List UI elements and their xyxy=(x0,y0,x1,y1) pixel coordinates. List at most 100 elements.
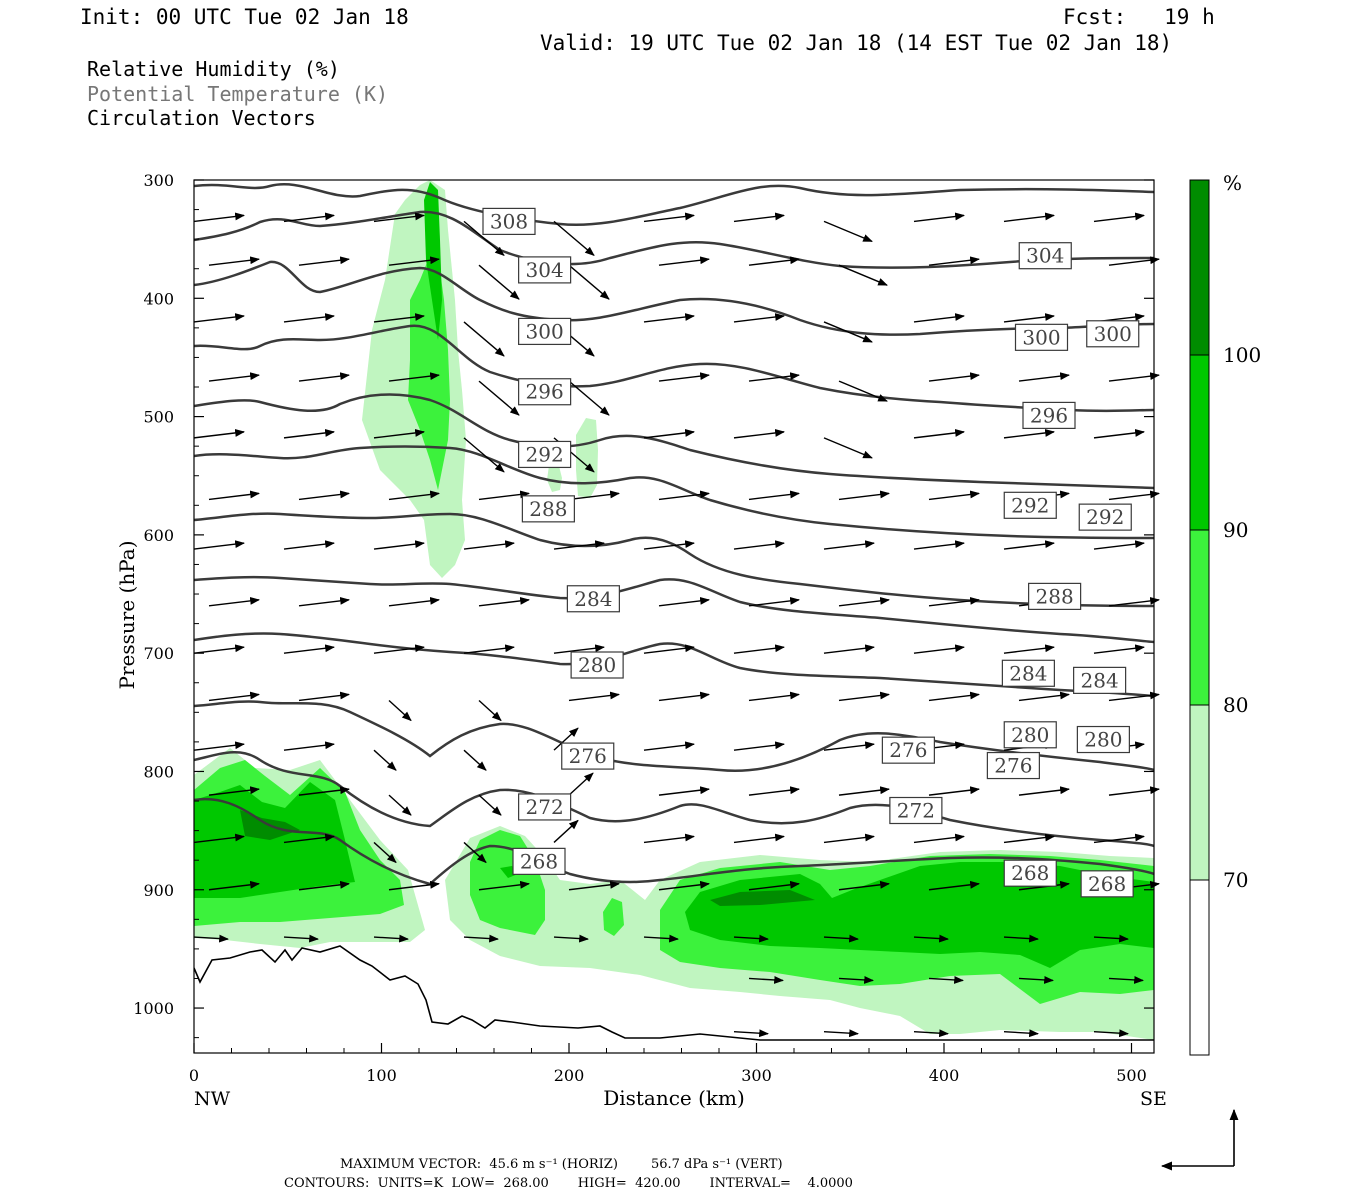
x-axis: 0 100 200 300 400 500 xyxy=(189,1043,1147,1085)
vector-arrow xyxy=(388,880,440,891)
theta-contour-304-b xyxy=(194,260,1154,336)
vector-arrow xyxy=(1108,976,1144,984)
vector-arrow xyxy=(463,321,505,357)
vector-arrow xyxy=(1003,644,1055,654)
theta-contour-280 xyxy=(194,632,1154,698)
vector-arrow xyxy=(823,833,875,844)
vector-arrow xyxy=(283,429,335,439)
y-tick-label: 800 xyxy=(143,762,174,781)
contour-label: 292 xyxy=(1078,503,1132,531)
contour-label: 284 xyxy=(1001,659,1055,687)
vector-arrow xyxy=(733,934,769,943)
vector-arrow xyxy=(913,540,965,550)
svg-text:284: 284 xyxy=(574,587,612,611)
vector-arrow xyxy=(193,934,229,943)
vector-arrow xyxy=(553,727,579,751)
vector-arrow xyxy=(823,220,873,243)
vector-arrow xyxy=(568,772,594,796)
vector-arrow xyxy=(823,934,859,943)
contour-label: 304 xyxy=(518,256,572,284)
vector-arrow xyxy=(298,880,350,891)
contour-label: 308 xyxy=(482,207,536,236)
vector-arrow xyxy=(193,741,245,751)
svg-text:280: 280 xyxy=(1084,728,1122,752)
vector-arrow xyxy=(838,264,888,286)
vector-arrow xyxy=(193,540,245,550)
colorbar-label: 90 xyxy=(1223,518,1248,542)
vector-arrow xyxy=(298,490,350,501)
vector-arrow xyxy=(748,976,784,984)
contours-info-text: CONTOURS: UNITS=K LOW= 268.00 HIGH= 420.… xyxy=(284,1176,853,1191)
vector-arrow xyxy=(208,256,260,266)
vector-arrow xyxy=(748,490,800,501)
svg-text:272: 272 xyxy=(526,795,564,819)
vector-arrow xyxy=(208,597,260,607)
circulation-vectors xyxy=(193,212,1160,1038)
vector-arrow xyxy=(748,880,800,891)
vector-arrow xyxy=(388,699,412,722)
theta-contour-292 xyxy=(194,445,1154,540)
vector-arrow xyxy=(463,749,487,771)
y-tick-label: 600 xyxy=(143,526,174,545)
vector-arrow xyxy=(733,741,785,751)
vector-arrow xyxy=(658,372,710,382)
vector-arrow xyxy=(643,429,695,439)
vector-arrow xyxy=(733,429,785,439)
maximum-vector-text: MAXIMUM VECTOR: 45.6 m s⁻¹ (HORIZ) 56.7 … xyxy=(340,1157,783,1172)
svg-text:276: 276 xyxy=(889,738,927,762)
vector-arrow xyxy=(733,540,785,550)
vector-arrow xyxy=(298,372,350,382)
vector-arrow xyxy=(478,380,520,416)
vector-arrow xyxy=(928,786,980,796)
vector-arrow xyxy=(928,880,980,891)
vector-arrow xyxy=(1003,540,1055,550)
contour-label: 300 xyxy=(1014,323,1069,351)
theta-contour-296 xyxy=(194,393,1154,490)
vector-arrow xyxy=(208,372,260,382)
vector-arrow xyxy=(838,380,888,402)
vector-arrow xyxy=(283,212,335,223)
contour-label: 284 xyxy=(566,585,620,613)
y-tick-label: 500 xyxy=(143,408,174,427)
svg-text:276: 276 xyxy=(569,744,607,768)
vector-arrow xyxy=(298,256,350,266)
x-tick-label: 500 xyxy=(1116,1066,1147,1085)
vector-arrow xyxy=(478,597,530,607)
vector-arrow xyxy=(463,644,515,654)
contour-label: 280 xyxy=(570,651,624,679)
vector-arrow xyxy=(733,212,785,223)
y-tick-label: 900 xyxy=(143,881,174,900)
legend-potential-temperature: Potential Temperature (K) xyxy=(87,82,389,106)
vector-arrow xyxy=(553,934,589,943)
vector-arrow xyxy=(193,429,245,439)
vector-arrow xyxy=(913,1029,949,1038)
y-tick-label: 300 xyxy=(143,171,174,190)
theta-contour-276 xyxy=(194,700,1154,772)
contour-label: 280 xyxy=(1076,725,1130,754)
vector-arrow xyxy=(208,490,260,501)
vector-arrow xyxy=(658,490,710,501)
x-tick-label: 0 xyxy=(189,1066,199,1085)
vector-arrow xyxy=(658,256,710,266)
vector-arrow xyxy=(463,841,487,864)
colorbar-label: 70 xyxy=(1223,868,1248,892)
vector-arrow xyxy=(643,934,679,943)
colorbar-segment xyxy=(1190,180,1209,355)
x-tick-label: 300 xyxy=(741,1066,772,1085)
vector-arrow xyxy=(298,786,350,796)
svg-text:300: 300 xyxy=(1094,322,1132,346)
vector-arrow xyxy=(1108,786,1160,796)
theta-contour-308 xyxy=(194,183,1154,227)
vector-arrow xyxy=(1093,833,1145,844)
svg-text:300: 300 xyxy=(1022,325,1060,349)
vector-arrow xyxy=(928,691,980,702)
x-tick-label: 200 xyxy=(554,1066,585,1085)
rh-shading xyxy=(194,180,1154,1040)
vector-arrow xyxy=(388,794,412,816)
vector-arrow xyxy=(838,786,890,796)
x-end-label-nw: NW xyxy=(194,1088,231,1110)
rh-100-region-east xyxy=(710,890,815,906)
vector-arrow xyxy=(373,313,425,323)
contour-label: 288 xyxy=(521,495,575,523)
